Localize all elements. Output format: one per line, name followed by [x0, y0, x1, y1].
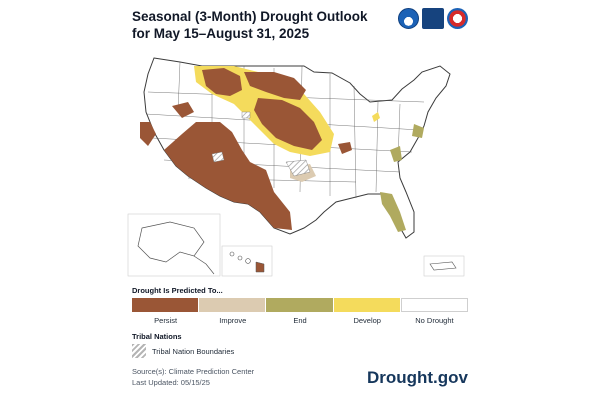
- legend-label-develop: Develop: [353, 316, 381, 325]
- tribal-title: Tribal Nations: [132, 332, 182, 341]
- source-info: Source(s): Climate Prediction Center Las…: [132, 366, 254, 388]
- puerto-rico-inset: [423, 255, 465, 277]
- nws-logo-icon: [447, 8, 468, 29]
- legend-item-persist: Persist: [132, 298, 200, 325]
- swatch-develop: [333, 298, 401, 312]
- swatch-improve: [199, 298, 267, 312]
- swatch-persist: [132, 298, 200, 312]
- tribal-boundaries: [211, 111, 311, 177]
- legend-label-improve: Improve: [219, 316, 247, 325]
- legend-title: Drought Is Predicted To...: [132, 286, 223, 295]
- tribal-label: Tribal Nation Boundaries: [152, 346, 235, 356]
- noaa-logo-icon: [398, 8, 419, 29]
- legend-item-end: End: [266, 298, 334, 325]
- alaska-inset: [127, 213, 221, 277]
- legend-item-develop: Develop: [333, 298, 401, 325]
- legend-label-persist: Persist: [154, 316, 178, 325]
- legend-label-end: End: [293, 316, 307, 325]
- last-updated-line: Last Updated: 05/15/25: [132, 378, 210, 387]
- persist-regions: [140, 68, 352, 230]
- tribal-hatch-icon: [132, 344, 146, 358]
- tribal-legend-row: Tribal Nation Boundaries: [132, 344, 234, 358]
- outlook-panel: Seasonal (3-Month) Drought Outlook for M…: [122, 0, 478, 400]
- nidis-logo-icon: [422, 8, 444, 29]
- legend-item-no-drought: No Drought: [400, 298, 469, 325]
- drought-outlook-map: [127, 57, 465, 277]
- hawaii-inset: [221, 245, 273, 277]
- swatch-no-drought: [400, 298, 469, 312]
- drought-gov-brand[interactable]: Drought.gov: [366, 368, 468, 387]
- end-regions: [380, 124, 424, 232]
- swatch-end: [266, 298, 334, 312]
- map-title: Seasonal (3-Month) Drought Outlook for M…: [132, 9, 368, 41]
- legend-label-no-drought: No Drought: [415, 316, 454, 325]
- legend-item-improve: Improve: [199, 298, 267, 325]
- source-line: Source(s): Climate Prediction Center: [132, 367, 255, 376]
- legend: Persist Improve End Develop No Drought: [132, 298, 469, 325]
- agency-logos: [398, 8, 468, 29]
